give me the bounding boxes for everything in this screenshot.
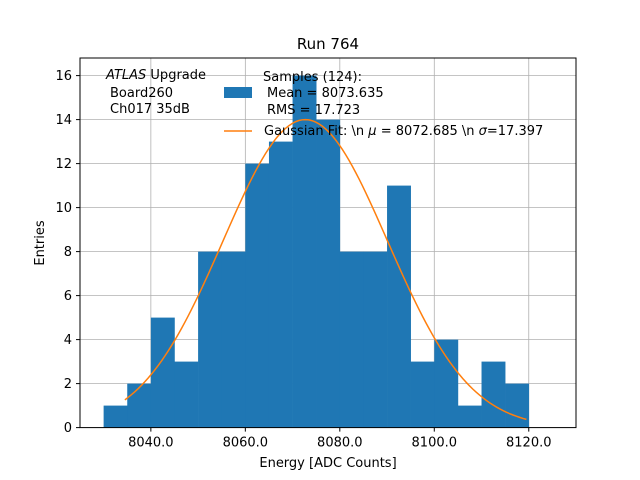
annotation-line-2: Board260: [110, 86, 173, 101]
legend-hist-rms: RMS = 17.723: [267, 103, 360, 118]
y-tick-label: 4: [64, 333, 72, 348]
legend-hist-header: Samples (124):: [263, 70, 362, 85]
y-tick-label: 10: [55, 201, 72, 216]
legend-fit-mu-symbol: μ: [367, 124, 376, 139]
histogram-bar: [481, 361, 506, 428]
y-axis-ticks: 0 2 4 6 8 10 12 14 16: [55, 69, 80, 436]
histogram-bar: [457, 405, 482, 428]
histogram-bar: [363, 251, 388, 428]
histogram-bars: [103, 75, 530, 428]
y-tick-label: 8: [64, 245, 72, 260]
y-tick-label: 16: [55, 69, 72, 84]
histogram-bar: [150, 317, 175, 428]
legend-hist-swatch: [224, 87, 252, 98]
x-axis-title: Energy [ADC Counts]: [259, 456, 396, 471]
legend-fit-mu-value: = 8072.685 \n: [377, 124, 479, 139]
y-axis-title: Entries: [33, 220, 48, 266]
y-tick-label: 2: [64, 377, 72, 392]
histogram-bar: [103, 405, 128, 428]
histogram-bar: [410, 361, 435, 428]
legend-hist-mean: Mean = 8073.635: [267, 86, 384, 101]
y-tick-label: 6: [64, 289, 72, 304]
histogram-bar: [174, 361, 199, 428]
legend-fit-prefix: Gaussian Fit: \n: [264, 124, 368, 139]
legend-fit-sigma-symbol: σ: [479, 124, 488, 139]
histogram-bar: [221, 251, 246, 428]
histogram-bar: [127, 383, 152, 428]
annotation-line-3: Ch017 35dB: [110, 102, 190, 117]
histogram-bar: [245, 163, 270, 428]
histogram-bar: [292, 75, 317, 428]
plot-frame: [79, 57, 577, 429]
x-tick-label: 8060.0: [223, 436, 269, 451]
histogram-bar: [198, 251, 223, 428]
legend: Samples (124): Mean = 8073.635 RMS = 17.…: [224, 70, 543, 139]
x-tick-label: 8080.0: [317, 436, 363, 451]
x-tick-label: 8100.0: [412, 436, 458, 451]
y-tick-label: 14: [55, 113, 72, 128]
atlas-annotation: ATLAS Upgrade Board260 Ch017 35dB: [105, 68, 206, 117]
x-tick-label: 8040.0: [128, 436, 174, 451]
histogram-bar: [387, 185, 411, 428]
annotation-upgrade: Upgrade: [150, 68, 206, 83]
y-tick-label: 0: [64, 421, 72, 436]
histogram-bar: [505, 383, 530, 428]
x-tick-label: 8120.0: [506, 436, 552, 451]
histogram-bar: [339, 251, 364, 428]
annotation-atlas: ATLAS: [105, 68, 146, 83]
annotation-line-1: ATLAS Upgrade: [105, 68, 206, 83]
chart-title: Run 764: [297, 35, 359, 53]
gaussian-fit-curve: [124, 118, 527, 421]
gaussian-fit-layer: [124, 118, 527, 421]
legend-fit-label: Gaussian Fit: \n μ = 8072.685 \n σ=17.39…: [264, 124, 543, 139]
histogram-bar: [316, 119, 341, 428]
x-axis-ticks: 8040.0 8060.0 8080.0 8100.0 8120.0: [128, 427, 552, 451]
legend-fit-sigma-value: =17.397: [487, 124, 543, 139]
y-tick-label: 12: [55, 157, 72, 172]
histogram-bar: [434, 339, 459, 428]
histogram-bar: [268, 141, 293, 428]
